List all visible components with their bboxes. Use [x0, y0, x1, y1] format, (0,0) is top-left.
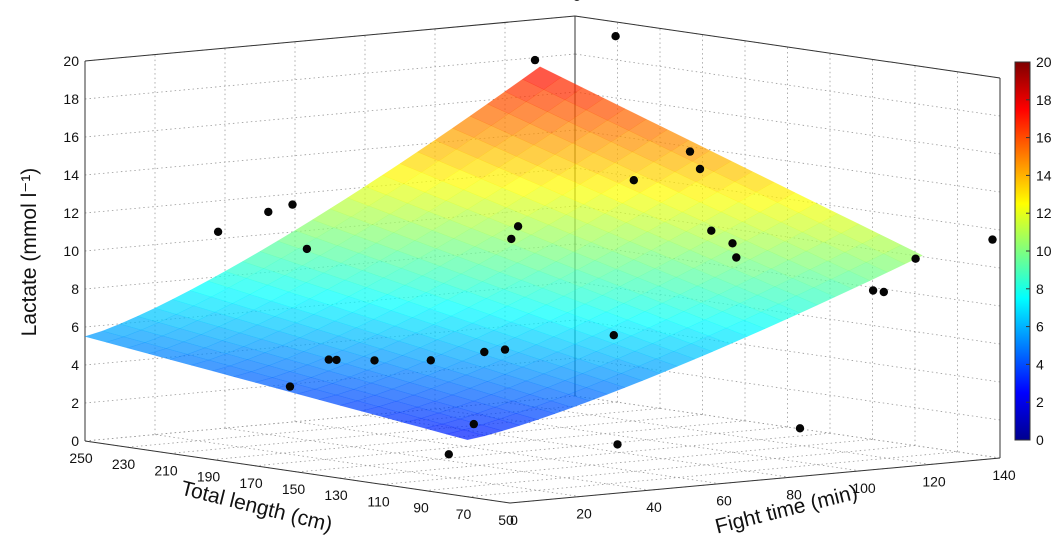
- colorbar-tick-label: 2: [1036, 394, 1044, 410]
- data-point: [868, 286, 878, 295]
- z-tick-label: 2: [71, 395, 79, 411]
- length-tick-label: 230: [112, 456, 136, 472]
- z-tick-label: 10: [63, 243, 79, 259]
- data-point: [332, 355, 341, 365]
- colorbar-tick-label: 16: [1036, 130, 1052, 146]
- data-point: [264, 207, 273, 217]
- z-tick-label: 6: [71, 319, 79, 335]
- time-tick-label: 120: [922, 473, 946, 489]
- data-point: [324, 355, 333, 364]
- data-point: [685, 147, 695, 156]
- length-axis-line: [84, 440, 511, 504]
- data-point: [707, 226, 716, 235]
- data-point: [480, 347, 489, 357]
- colorbar-tick-label: 6: [1036, 319, 1044, 335]
- floor-gridline-length: [212, 414, 703, 460]
- floor-gridline-time: [504, 402, 931, 465]
- data-point: [530, 55, 540, 65]
- z-tick-label: 20: [63, 53, 79, 69]
- colorbar: 0 2 4 6 8 10 12 14 16 18 20: [1014, 54, 1052, 448]
- data-point: [302, 244, 312, 254]
- time-tick-labels: 0 20 40 60 80 100 120 140: [510, 467, 1016, 528]
- colorbar-tick-label: 18: [1036, 92, 1052, 108]
- data-point: [795, 424, 805, 433]
- time-tick-label: 100: [852, 480, 876, 496]
- floor-gridline-length: [382, 439, 873, 485]
- data-point: [507, 234, 516, 244]
- length-tick-label: 210: [154, 462, 178, 478]
- colorbar-tick-label: 10: [1036, 243, 1052, 259]
- data-point: [613, 440, 622, 449]
- floor-gridline-length: [169, 408, 661, 454]
- z-tick-label: 8: [71, 281, 79, 297]
- data-point: [879, 287, 888, 297]
- data-point: [629, 176, 638, 185]
- z-axis-title: Lactate (mmol l⁻¹): [18, 168, 41, 337]
- z-tick-label: 0: [71, 433, 79, 449]
- data-point: [426, 356, 435, 365]
- data-point: [285, 382, 295, 391]
- surface-plot: [84, 66, 924, 441]
- data-point: [288, 200, 297, 209]
- data-point: [469, 419, 478, 429]
- length-tick-label: 130: [324, 487, 348, 503]
- data-point: [500, 345, 510, 354]
- z-tick-label: 16: [63, 129, 79, 145]
- floor-gridline-length: [467, 451, 958, 498]
- length-tick-label: 170: [239, 475, 263, 491]
- colorbar-tick-label: 20: [1036, 54, 1052, 70]
- data-points: [213, 0, 997, 459]
- data-point: [732, 253, 741, 262]
- data-point: [370, 356, 379, 365]
- top-back-edge: [84, 15, 576, 62]
- colorbar-tick-label: 12: [1036, 205, 1052, 221]
- floor-gridline-length: [254, 420, 746, 467]
- length-tick-label: 250: [69, 450, 93, 466]
- floor-gridline-length: [424, 445, 916, 491]
- time-tick-label: 60: [716, 493, 732, 509]
- back-wall-gridline-z: [84, 53, 576, 100]
- data-point: [213, 227, 223, 236]
- floor-gridline-length: [339, 432, 831, 479]
- time-tick-label: 20: [576, 506, 592, 522]
- time-axis-line: [509, 457, 1001, 504]
- z-tick-label: 12: [63, 205, 79, 221]
- colorbar-tick-label: 8: [1036, 281, 1044, 297]
- length-tick-labels: 50 70 90 110 130 150 170 190 210 230 250: [69, 450, 514, 528]
- top-side-edge: [574, 15, 1001, 79]
- time-tick-label: 40: [646, 499, 662, 515]
- z-tick-labels: 0 2 4 6 8 10 12 14 16 18 20: [63, 53, 79, 449]
- data-point: [513, 222, 523, 231]
- back-wall-gridline-z: [84, 91, 576, 138]
- z-tick-label: 4: [71, 357, 79, 373]
- length-tick-label: 190: [197, 469, 221, 485]
- data-point: [444, 450, 453, 459]
- data-point: [611, 32, 620, 41]
- length-tick-label: 150: [282, 481, 306, 497]
- time-tick-label: 0: [510, 512, 518, 528]
- floor-gridline-length: [297, 426, 788, 473]
- length-tick-label: 110: [367, 493, 390, 509]
- length-tick-label: 90: [413, 500, 429, 516]
- floor-gridline-time: [294, 421, 721, 485]
- length-tick-label: 70: [456, 506, 472, 522]
- z-tick-label: 14: [63, 167, 79, 183]
- data-point: [609, 331, 618, 340]
- data-point: [728, 239, 737, 248]
- data-point: [988, 235, 997, 244]
- data-point: [911, 254, 920, 263]
- colorbar-tick-label: 14: [1036, 167, 1052, 183]
- colorbar-tick-label: 0: [1036, 432, 1044, 448]
- z-tick-label: 18: [63, 91, 79, 107]
- time-tick-label: 80: [786, 486, 802, 502]
- data-point: [574, 0, 580, 1]
- data-point: [695, 164, 705, 174]
- colorbar-tick-label: 4: [1036, 356, 1044, 372]
- time-tick-label: 140: [992, 467, 1016, 483]
- length-tick-label: 50: [498, 512, 514, 528]
